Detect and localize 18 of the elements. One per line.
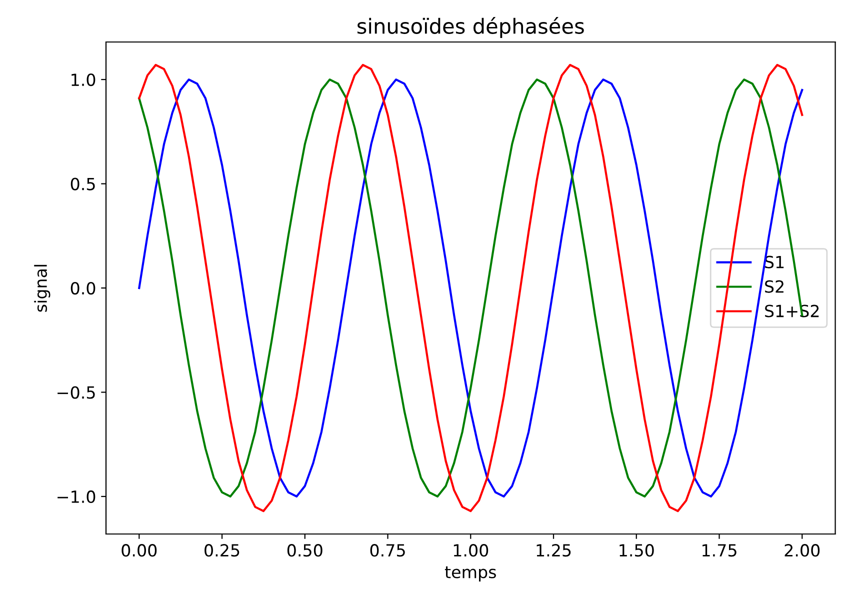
y-axis-title: signal — [34, 264, 50, 312]
x-tick-label: 0.75 — [370, 544, 405, 557]
x-tick-label: 1.25 — [536, 544, 571, 557]
y-tick-label: 0.5 — [70, 178, 95, 190]
legend-label: S2 — [765, 280, 784, 293]
x-tick-label: 0.25 — [204, 544, 240, 557]
chart-title: sinusoïdes déphasées — [358, 17, 584, 38]
y-tick-label: 1.0 — [72, 73, 96, 86]
x-tick-label: 1.75 — [702, 544, 736, 557]
x-tick-label: 1.50 — [620, 544, 654, 557]
y-tick-label: −1.0 — [58, 490, 96, 504]
x-axis-title: temps — [444, 566, 496, 582]
y-tick-label: 0.0 — [70, 282, 96, 295]
x-tick-label: 2.00 — [784, 544, 820, 557]
x-tick-label: 1.00 — [454, 544, 488, 557]
x-tick-label: 0.50 — [287, 544, 322, 557]
x-tick-label: 0.00 — [122, 544, 157, 557]
y-tick-label: −0.5 — [58, 386, 95, 399]
